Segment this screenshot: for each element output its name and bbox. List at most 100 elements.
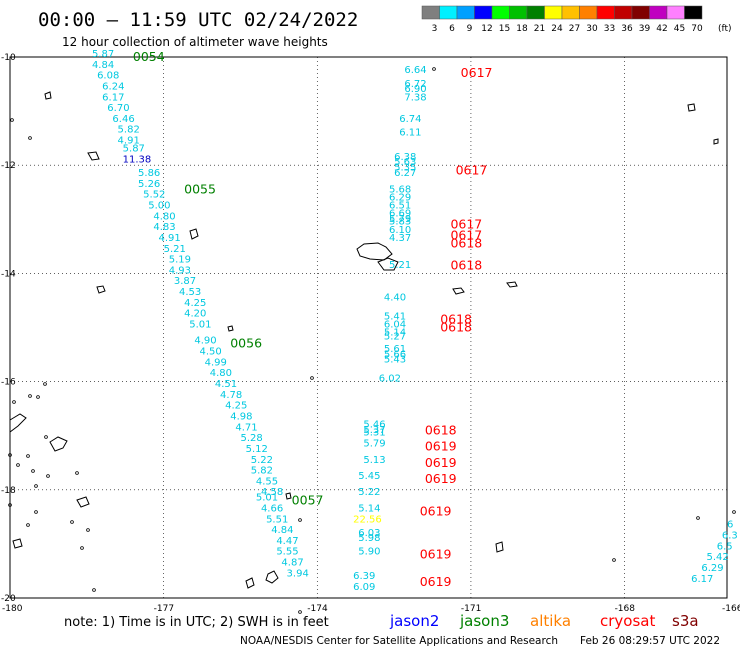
- colorbar-swatch: [491, 5, 510, 20]
- swh-value: 6.27: [394, 168, 416, 179]
- swh-value: 6.03: [358, 528, 380, 539]
- island-lau-2: [87, 151, 100, 161]
- pass-label: 0619: [425, 471, 457, 486]
- coastlines: [9, 91, 719, 589]
- pass-label: 0054: [133, 49, 165, 64]
- swh-value: 6.64: [404, 65, 426, 76]
- swh-value: 5.37: [363, 425, 385, 436]
- island-tonga-3: [285, 492, 292, 500]
- x-tick-label: -177: [154, 604, 174, 614]
- swh-value: 5.42: [707, 552, 729, 563]
- islet-dot: [10, 118, 14, 122]
- island-eastern: [506, 281, 518, 288]
- swh-value: 4.40: [384, 292, 406, 303]
- swh-value: 4.98: [230, 411, 252, 422]
- swh-value: 5.87: [123, 144, 145, 155]
- swh-value: 4.80: [153, 211, 175, 222]
- pass-label: 0618: [440, 311, 472, 326]
- swh-value: 4.66: [261, 503, 283, 514]
- island-savaii: [377, 257, 399, 271]
- swh-value: 3.94: [287, 568, 309, 579]
- swh-value: 4.87: [281, 558, 303, 569]
- swh-value: 6.70: [107, 103, 129, 114]
- satellite-legend-item: s3a: [672, 612, 699, 630]
- swh-value: 4.93: [169, 265, 191, 276]
- swh-value: 4.84: [92, 60, 114, 71]
- pass-label: 0056: [230, 336, 262, 351]
- island-lau-1: [44, 91, 52, 100]
- swh-value: 5.79: [363, 439, 385, 450]
- swh-value: 3.87: [174, 276, 196, 287]
- pass-label: 0618: [440, 320, 472, 335]
- swh-value: 5.22: [251, 455, 273, 466]
- swh-value: 5.21: [389, 260, 411, 271]
- pass-label: 0619: [420, 547, 452, 562]
- colorbar-swatch: [649, 5, 668, 20]
- island-vanua-levu: [9, 413, 27, 433]
- pass-label: 0618: [450, 236, 482, 251]
- colorbar-swatch: [666, 5, 685, 20]
- colorbar-label: 12: [481, 24, 492, 34]
- swh-value: 5.01: [189, 320, 211, 331]
- x-tick-label: -180: [2, 604, 23, 614]
- pass-label: 0617: [450, 228, 482, 243]
- islet-dot: [26, 454, 30, 458]
- colorbar-legend: 3 6 9 12 15 18 21 24 27 30 33 36 39 42 45 70: [421, 5, 703, 34]
- swh-value: 5.45: [358, 471, 380, 482]
- swh-value: 6.29: [389, 192, 411, 203]
- swh-value: 6.51: [389, 200, 411, 211]
- swh-value: 5.82: [251, 466, 273, 477]
- colorbar-swatch: [614, 5, 633, 20]
- colorbar-swatch: [509, 5, 528, 20]
- island-tonga-1: [245, 577, 255, 589]
- island-upolu: [356, 242, 393, 261]
- swh-points: 5.874.846.086.246.176.706.465.824.915.87…: [92, 49, 738, 593]
- satellite-legend-item: cryosat: [600, 612, 655, 630]
- small-islets: [8, 67, 736, 614]
- islet-dot: [8, 503, 12, 507]
- colorbar-swatch: [561, 5, 580, 20]
- map-grid: -180 -177 -174 -171 -168 -166 -10 -12 -14 -16 -18 -…: [1, 53, 740, 614]
- island-futuna: [96, 285, 106, 294]
- swh-value: 6.02: [379, 374, 401, 385]
- swh-value: 4.53: [179, 287, 201, 298]
- swh-value: 6.10: [389, 225, 411, 236]
- colorbar-label: 15: [499, 24, 510, 34]
- islet-dot: [8, 453, 12, 457]
- x-tick-label: -168: [615, 604, 636, 614]
- islet-dot: [43, 382, 47, 386]
- pass-labels: 0054005500560057061706170617061706180618…: [133, 49, 493, 589]
- swh-value: 6.72: [404, 79, 426, 90]
- swh-value: 4.58: [261, 487, 283, 498]
- swh-value: 5.13: [363, 455, 385, 466]
- pass-label: 0618: [425, 422, 457, 437]
- swh-value: 5.82: [118, 125, 140, 136]
- swh-value: 5.41: [384, 311, 406, 322]
- swh-value: 4.51: [215, 379, 237, 390]
- island-taveuni: [49, 436, 68, 452]
- swh-value: 5.31: [363, 428, 385, 439]
- swh-value: 5.46: [363, 420, 385, 431]
- swh-value: 5.83: [389, 217, 411, 228]
- swh-value: 5.79: [389, 214, 411, 225]
- colorbar-swatch: [684, 5, 703, 20]
- islet-dot: [34, 484, 38, 488]
- swh-value: 5.14: [384, 328, 406, 339]
- x-tick-label: -174: [307, 604, 328, 614]
- swh-value: 11.38: [123, 154, 152, 165]
- swh-value: 5.52: [143, 190, 165, 201]
- swh-value: 4.83: [153, 222, 175, 233]
- swh-value: 4.91: [118, 136, 140, 147]
- swh-value: 5.98: [358, 533, 380, 544]
- colorbar-unit: (ft): [718, 24, 732, 34]
- swh-value: 5.43: [384, 355, 406, 366]
- colorbar-label: 70: [691, 24, 703, 34]
- swh-value: 4.50: [199, 347, 221, 358]
- swh-value: 4.20: [184, 309, 206, 320]
- islet-dot: [696, 516, 700, 520]
- island-tutuila: [452, 287, 465, 295]
- footer-generated: Feb 26 08:29:57 UTC 2022: [580, 635, 720, 647]
- swh-value: 5.28: [240, 433, 262, 444]
- pass-label: 0619: [420, 574, 452, 589]
